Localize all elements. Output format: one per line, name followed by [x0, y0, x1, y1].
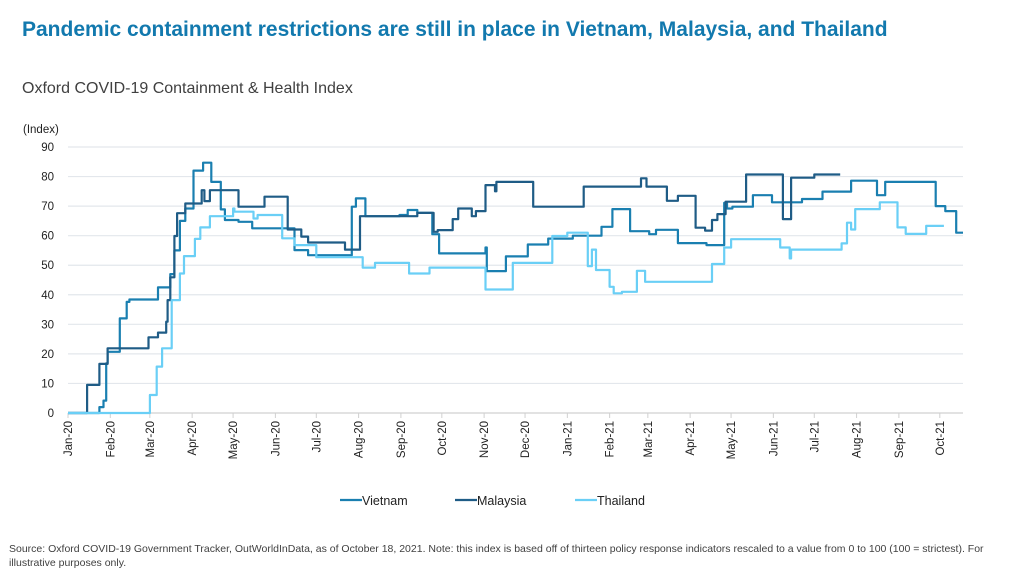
legend-label-vietnam: Vietnam	[362, 494, 408, 508]
y-tick-label: 10	[41, 378, 54, 390]
x-tick-label: Apr-20	[187, 421, 199, 456]
x-tick-label: Jul-20	[311, 421, 323, 452]
y-tick-label: 50	[41, 260, 54, 272]
y-tick-label: 70	[41, 201, 54, 213]
x-tick-label: Aug-20	[354, 421, 366, 458]
x-tick-label: Jan-21	[562, 421, 574, 456]
y-tick-label: 0	[48, 408, 54, 420]
x-tick-label: Mar-21	[643, 421, 655, 457]
legend-label-malaysia: Malaysia	[477, 494, 526, 508]
x-tick-label: Mar-20	[145, 421, 157, 457]
x-tick-label: Sep-21	[894, 421, 906, 458]
series-line-malaysia	[68, 173, 841, 415]
chart-title: Pandemic containment restrictions are st…	[22, 18, 888, 41]
x-tick-label: Jun-21	[768, 421, 780, 456]
y-tick-label: 60	[41, 231, 54, 243]
y-tick-label: 20	[41, 349, 54, 361]
x-tick-label: Jan-20	[63, 421, 75, 456]
x-tick-label: May-20	[228, 421, 240, 459]
x-tick-label: Jul-21	[809, 421, 821, 452]
x-tick-label: Apr-21	[685, 421, 697, 456]
line-chart: (Index) 0 10 20 30 40 50 60 70 80 90 Jan-20 Feb-20…	[23, 124, 963, 508]
x-tick-label: Oct-21	[935, 421, 947, 456]
source-note: Source: Oxford COVID-19 Government Track…	[9, 543, 984, 569]
x-tick-label: May-21	[726, 421, 738, 459]
series-line-vietnam	[68, 161, 963, 415]
x-tick-label: Feb-21	[605, 421, 617, 457]
x-tick-label: Dec-20	[520, 421, 532, 458]
legend-label-thailand: Thailand	[597, 494, 645, 508]
x-tick-label: Aug-21	[852, 421, 864, 458]
x-tick-label: Jun-20	[270, 421, 282, 456]
x-tick-label: Oct-20	[437, 421, 449, 456]
y-axis-label: (Index)	[23, 124, 59, 136]
y-tick-label: 90	[41, 142, 54, 154]
series-line-thailand	[68, 201, 944, 415]
x-tick-label: Feb-20	[105, 421, 117, 457]
chart-subtitle: Oxford COVID-19 Containment & Health Ind…	[22, 80, 353, 97]
y-tick-label: 30	[41, 319, 54, 331]
y-tick-label: 80	[41, 172, 54, 184]
y-tick-label: 40	[41, 290, 54, 302]
x-tick-label: Nov-20	[479, 421, 491, 458]
x-tick-label: Sep-20	[396, 421, 408, 458]
